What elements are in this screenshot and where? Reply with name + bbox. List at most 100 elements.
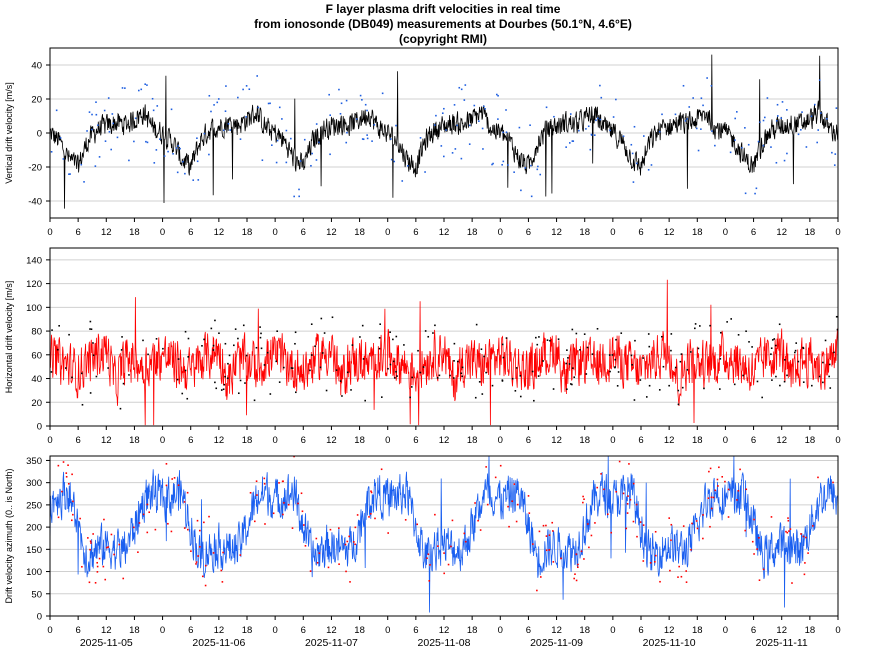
measurement-point <box>186 397 189 400</box>
measurement-point <box>128 159 130 162</box>
measurement-point <box>434 513 436 516</box>
measurement-point <box>585 373 588 375</box>
measurement-point <box>775 161 778 164</box>
y-tick-label: -20 <box>28 163 42 174</box>
measurement-point <box>344 543 347 546</box>
measurement-point <box>196 137 198 140</box>
measurement-point <box>278 482 280 484</box>
measurement-point <box>565 362 567 365</box>
measurement-point <box>227 362 229 365</box>
measurement-point <box>583 333 586 335</box>
measurement-point <box>335 369 338 371</box>
measurement-point <box>260 347 263 350</box>
measurement-point <box>658 130 661 133</box>
date-label: 2025-11-08 <box>418 637 471 649</box>
measurement-point <box>478 381 481 383</box>
measurement-point <box>742 374 744 377</box>
measurement-point <box>380 396 383 398</box>
measurement-point <box>121 336 123 338</box>
x-tick-label: 12 <box>551 227 562 238</box>
measurement-point <box>146 84 148 86</box>
measurement-point <box>255 480 258 482</box>
measurement-point <box>718 466 720 469</box>
measurement-point <box>94 582 97 584</box>
measurement-point <box>787 517 789 519</box>
measurement-point <box>110 148 112 151</box>
measurement-point <box>116 136 119 139</box>
measurement-point <box>366 137 369 140</box>
measurement-point <box>108 130 111 133</box>
measurement-point <box>744 192 747 195</box>
measurement-point <box>327 566 330 569</box>
x-tick-label: 0 <box>835 435 840 446</box>
measurement-point <box>603 488 605 491</box>
measurement-point <box>627 495 629 497</box>
x-tick-label: 6 <box>413 435 418 446</box>
measurement-point <box>253 399 256 402</box>
measurement-point <box>532 543 534 545</box>
measurement-point <box>600 473 602 475</box>
measurement-point <box>654 554 657 557</box>
measurement-point <box>67 482 70 485</box>
measurement-point <box>259 326 261 328</box>
measurement-point <box>736 111 738 113</box>
measurement-point <box>222 129 225 132</box>
measurement-point <box>256 75 258 77</box>
measurement-point <box>70 519 73 522</box>
measurement-point <box>203 132 206 135</box>
measurement-point <box>695 520 698 522</box>
measurement-point <box>370 491 373 494</box>
x-tick-label: 0 <box>723 227 728 238</box>
measurement-point <box>147 353 149 356</box>
measurement-point <box>329 153 331 156</box>
measurement-point <box>708 470 710 473</box>
measurement-point <box>670 539 672 542</box>
measurement-point <box>571 367 574 369</box>
measurement-point <box>575 553 578 556</box>
measurement-point <box>57 516 60 519</box>
measurement-point <box>786 109 788 111</box>
measurement-point <box>68 333 70 336</box>
measurement-point <box>210 327 213 330</box>
measurement-point <box>443 107 445 110</box>
measurement-point <box>176 171 179 174</box>
measurement-point <box>276 139 279 142</box>
measurement-point <box>478 120 480 122</box>
measurement-point <box>239 138 242 140</box>
x-tick-label: 18 <box>579 435 590 446</box>
measurement-point <box>520 189 522 192</box>
x-tick-label: 6 <box>301 625 306 636</box>
measurement-point <box>654 530 657 533</box>
measurement-point <box>686 369 689 371</box>
measurement-point <box>56 348 59 351</box>
measurement-point <box>583 558 585 560</box>
y-tick-label: 40 <box>31 374 42 385</box>
measurement-point <box>128 374 130 376</box>
x-tick-label: 12 <box>439 435 450 446</box>
measurement-point <box>582 495 584 498</box>
measurement-point <box>65 367 67 369</box>
measurement-point <box>366 109 368 112</box>
measurement-point <box>220 389 223 391</box>
measurement-point <box>800 533 802 535</box>
measurement-point <box>266 351 269 354</box>
measurement-point <box>822 361 824 364</box>
measurement-point <box>234 328 237 330</box>
measurement-point <box>239 379 242 382</box>
measurement-point <box>190 550 192 552</box>
y-tick-label: 0 <box>37 129 42 140</box>
x-tick-label: 12 <box>664 625 675 636</box>
measurement-point <box>786 152 788 155</box>
measurement-point <box>552 388 555 390</box>
measurement-point <box>527 495 530 497</box>
measurement-point <box>569 113 572 115</box>
x-tick-label: 12 <box>776 227 787 238</box>
measurement-point <box>545 535 548 537</box>
measurement-point <box>410 386 413 388</box>
measurement-point <box>531 370 534 373</box>
x-tick-label: 18 <box>579 227 590 238</box>
measurement-point <box>481 393 484 395</box>
measurement-point <box>668 384 670 387</box>
